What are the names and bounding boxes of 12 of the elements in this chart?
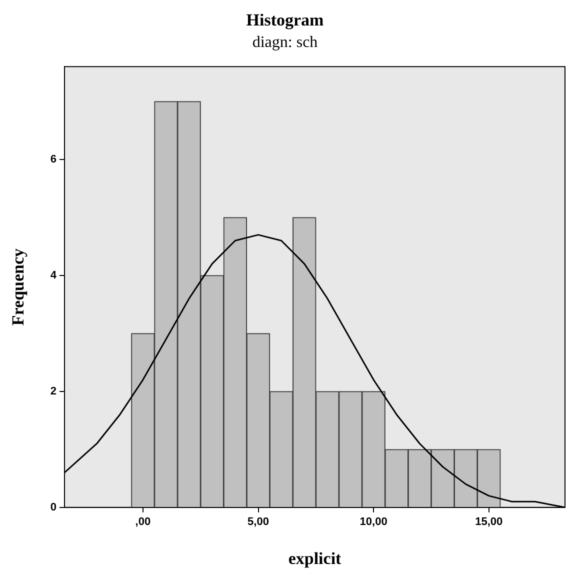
- y-tick-label: 0: [50, 501, 57, 514]
- x-tick-label: 5,00: [248, 516, 269, 528]
- x-tick-label: 15,00: [475, 516, 503, 528]
- y-tick-label: 2: [50, 385, 57, 398]
- y-tick-label: 6: [50, 153, 57, 166]
- chart-subtitle: diagn: sch: [252, 34, 318, 52]
- y-tick-label: 4: [50, 269, 58, 282]
- x-tick-label: 10,00: [360, 516, 388, 528]
- x-tick-label: ,00: [135, 516, 151, 528]
- x-axis-title: explicit: [288, 549, 342, 568]
- chart-title: Histogram: [246, 10, 324, 30]
- y-axis-title: Frequency: [8, 248, 28, 326]
